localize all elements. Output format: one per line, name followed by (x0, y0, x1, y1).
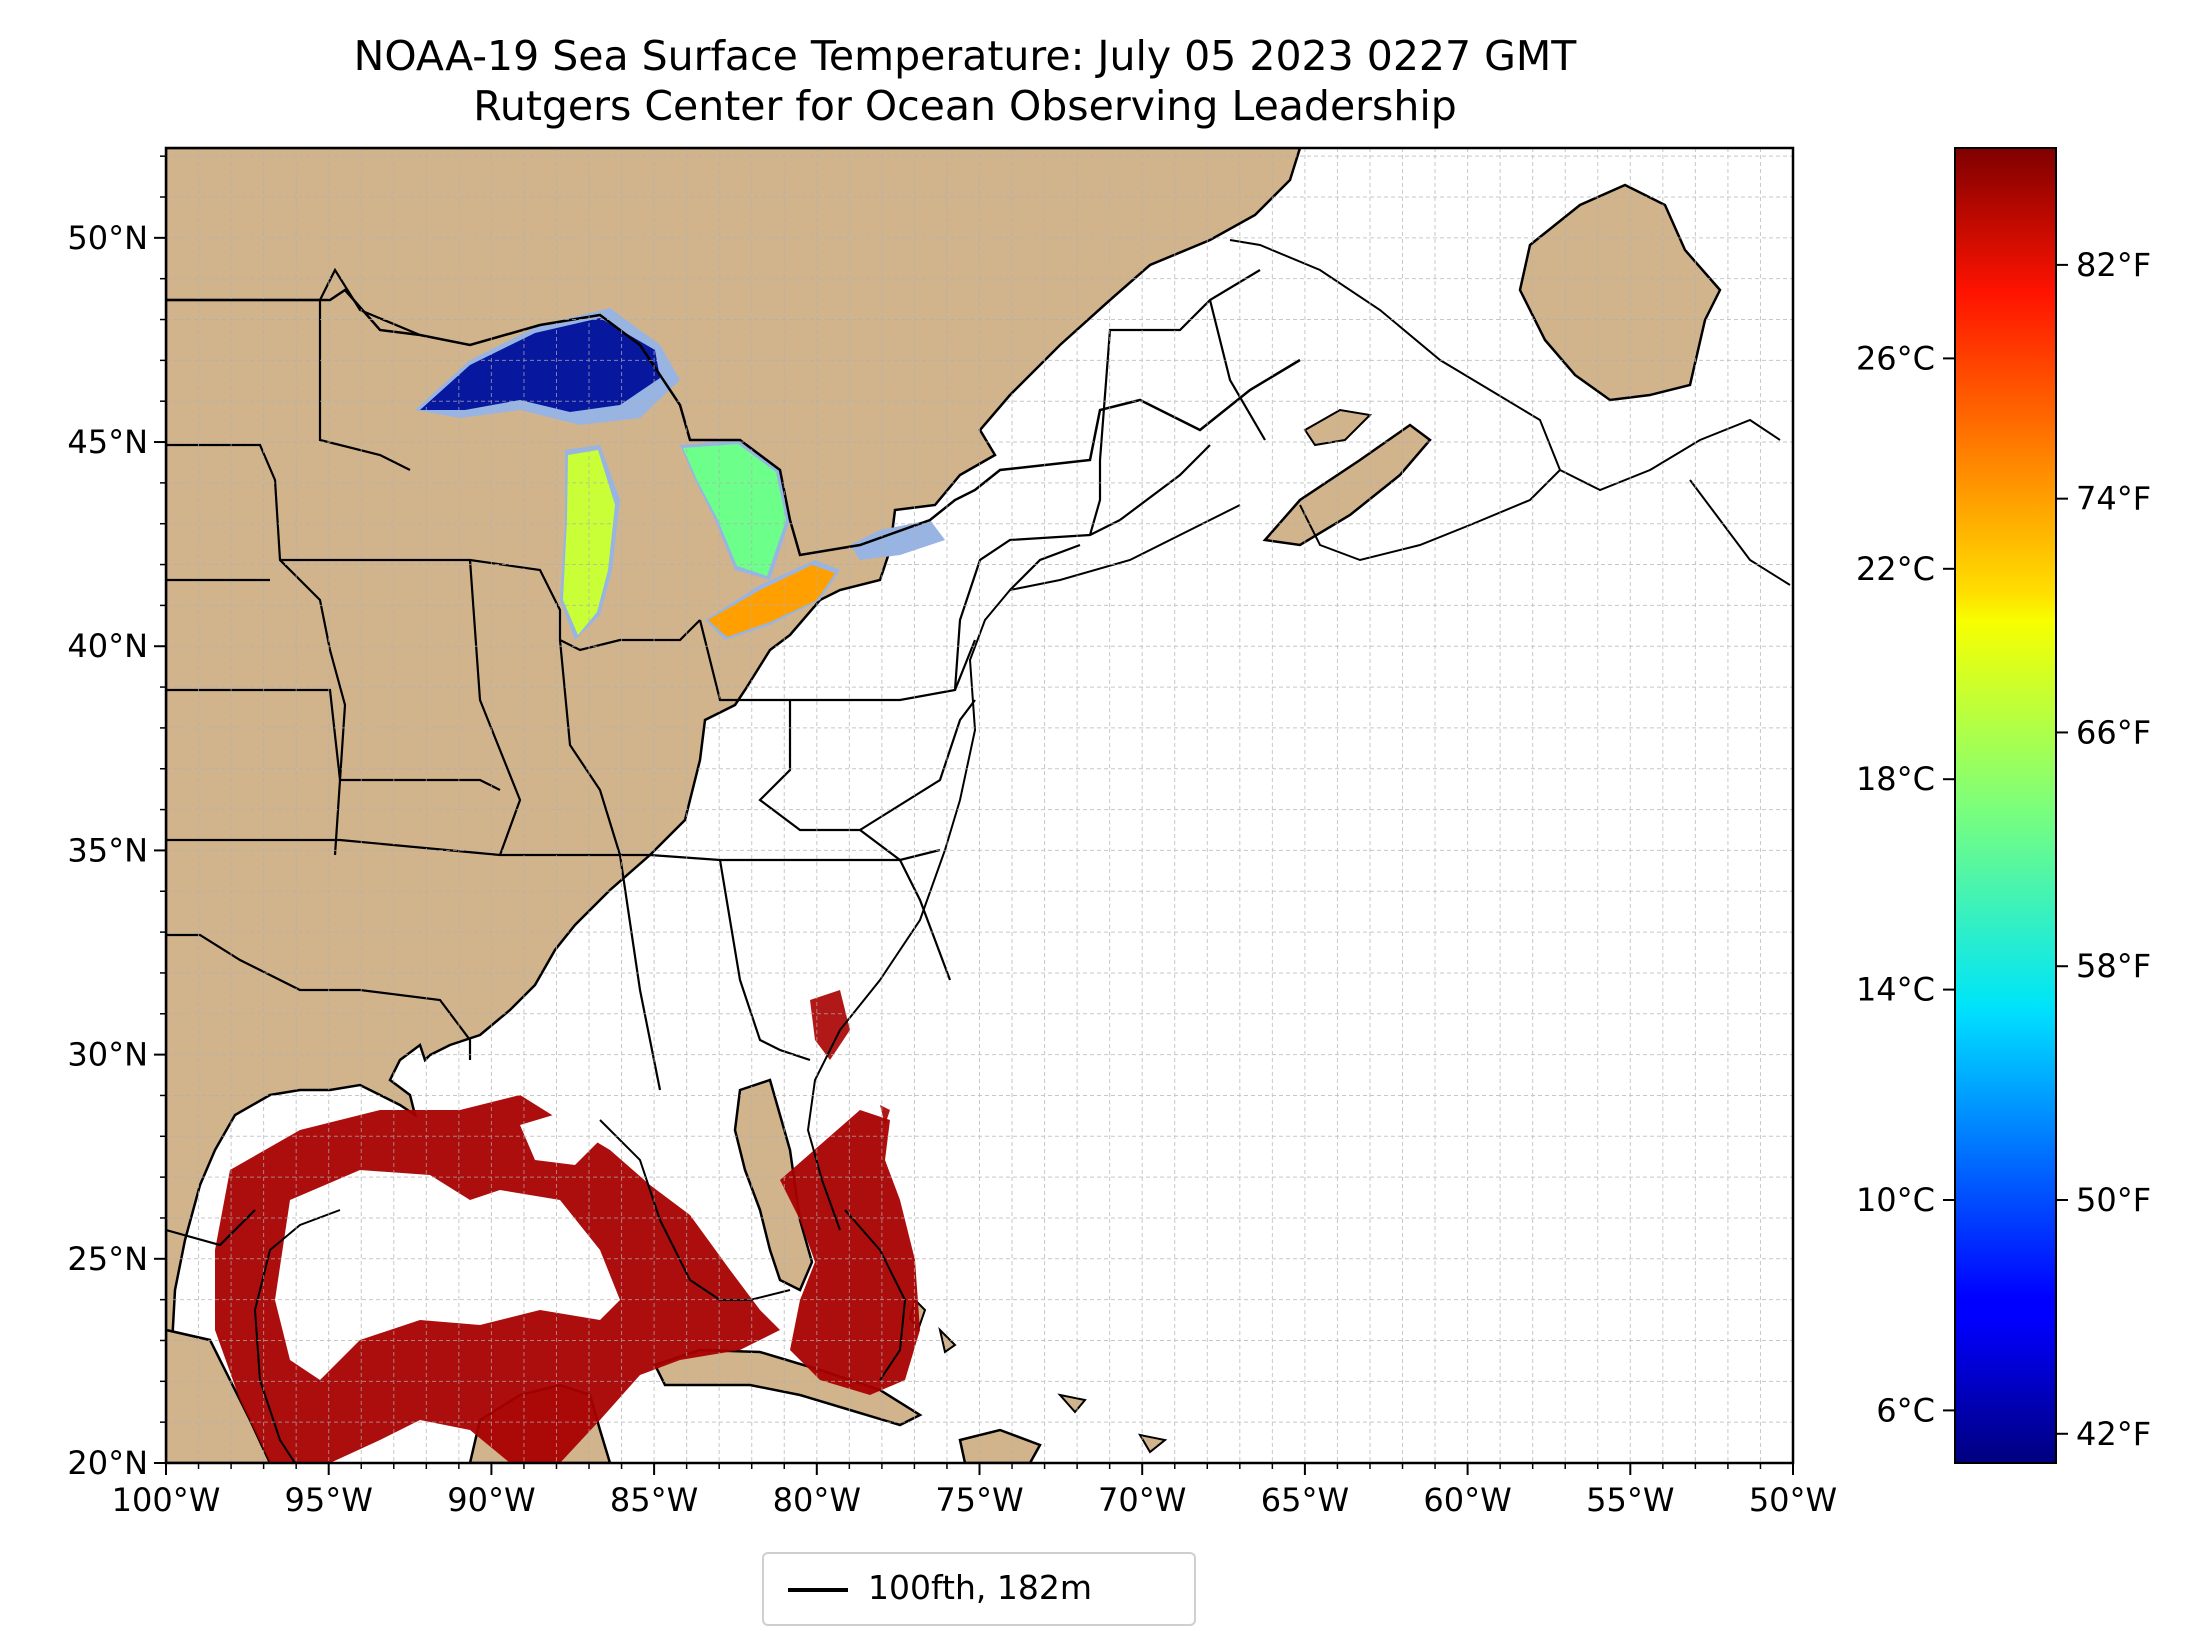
lat-tick-label: 30°N (67, 1036, 148, 1074)
lat-tick-label: 40°N (67, 627, 148, 665)
lon-tick-label: 65°W (1261, 1481, 1349, 1519)
lon-tick-label: 80°W (773, 1481, 861, 1519)
contour-100fth-atlantic (806, 504, 1241, 1231)
lon-tick-label: 50°W (1749, 1481, 1837, 1519)
land-pei (1303, 408, 1373, 447)
sst-gulf-cloud-gap-north (520, 1110, 600, 1165)
lon-tick-label: 85°W (610, 1481, 698, 1519)
map-subtitle: Rutgers Center for Ocean Observing Leade… (473, 82, 1457, 130)
lake-ontario (850, 520, 945, 560)
fahrenheit-tick-label: 50°F (2076, 1181, 2151, 1219)
celsius-tick-label: 22°C (1856, 550, 1935, 588)
fahrenheit-tick-label: 66°F (2076, 713, 2151, 751)
land-north-america (166, 148, 1302, 1421)
fahrenheit-tick-label: 82°F (2076, 246, 2151, 284)
legend-label: 100fth, 182m (868, 1568, 1092, 1607)
lon-tick-label: 90°W (447, 1481, 535, 1519)
sst-lake-superior (420, 318, 660, 412)
legend-line-swatch (788, 1588, 848, 1592)
lat-tick-label: 20°N (67, 1444, 148, 1482)
celsius-tick-label: 26°C (1856, 339, 1935, 377)
lat-tick-label: 50°N (67, 219, 148, 257)
lat-tick-label: 35°N (67, 831, 148, 869)
celsius-tick-label: 14°C (1856, 971, 1935, 1009)
fahrenheit-tick-label: 58°F (2076, 947, 2151, 985)
sst-florida-straits (780, 1110, 920, 1395)
colorbar-fahrenheit-ticks: 42°F 50°F 58°F 66°F 74°F 82°F (2056, 246, 2151, 1453)
land-nova-scotia (1262, 423, 1432, 547)
land-florida (733, 1078, 814, 1292)
lon-tick-label: 55°W (1586, 1481, 1674, 1519)
legend: 100fth, 182m (762, 1552, 1196, 1626)
celsius-tick-label: 10°C (1856, 1181, 1935, 1219)
sst-atlantic-patch (810, 990, 890, 1125)
colorbar-celsius-ticks: 6°C 10°C 14°C 18°C 22°C 26°C (1856, 339, 1955, 1429)
gridlines (166, 148, 1793, 1463)
lon-tick-label: 70°W (1098, 1481, 1186, 1519)
lat-tick-label: 25°N (67, 1240, 148, 1278)
lon-tick-label: 75°W (935, 1481, 1023, 1519)
celsius-tick-label: 18°C (1856, 760, 1935, 798)
land-newfoundland (1518, 183, 1722, 402)
map-title: NOAA-19 Sea Surface Temperature: July 05… (353, 32, 1577, 80)
latitude-ticks: 20°N 25°N 30°N 35°N 40°N 45°N 50°N (67, 155, 166, 1482)
lon-tick-label: 100°W (112, 1481, 221, 1519)
celsius-tick-label: 6°C (1876, 1391, 1935, 1429)
international-border (166, 288, 1301, 557)
sst-lake-erie (708, 565, 835, 637)
state-borders (166, 267, 1266, 1342)
longitude-ticks: 100°W 95°W 90°W 85°W 80°W 75°W 70°W 65°W 60°W 55°… (112, 1463, 1837, 1519)
colorbar-gradient (1954, 147, 2057, 1464)
fahrenheit-tick-label: 74°F (2076, 480, 2151, 518)
sst-lake-huron (683, 444, 786, 576)
fahrenheit-tick-label: 42°F (2076, 1415, 2151, 1453)
lon-tick-label: 60°W (1423, 1481, 1511, 1519)
lon-tick-label: 95°W (285, 1481, 373, 1519)
land-cuba (653, 1348, 923, 1427)
lat-tick-label: 45°N (67, 423, 148, 461)
